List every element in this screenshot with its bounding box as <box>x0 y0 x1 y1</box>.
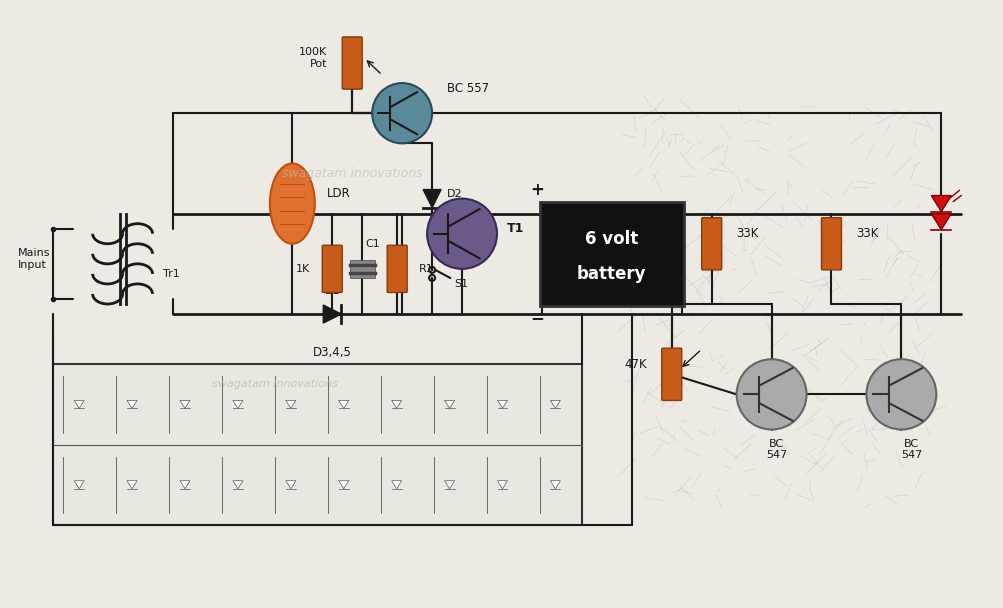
Text: LDR: LDR <box>327 187 351 200</box>
Text: +: + <box>530 181 544 199</box>
FancyBboxPatch shape <box>540 202 683 306</box>
Polygon shape <box>127 401 137 409</box>
Polygon shape <box>931 213 951 230</box>
Polygon shape <box>550 401 560 409</box>
Polygon shape <box>444 401 454 409</box>
Text: BC
547: BC 547 <box>900 439 921 460</box>
Text: D1: D1 <box>324 286 340 296</box>
Text: S1: S1 <box>453 279 467 289</box>
Text: swagatam innovations: swagatam innovations <box>282 167 422 180</box>
Text: swagatam innovations: swagatam innovations <box>213 379 338 389</box>
Text: 100K
Pot: 100K Pot <box>299 47 327 69</box>
FancyBboxPatch shape <box>387 245 407 292</box>
FancyBboxPatch shape <box>322 245 342 292</box>
Text: Tr1: Tr1 <box>162 269 180 279</box>
Text: D3,4,5: D3,4,5 <box>313 346 351 359</box>
Text: D2: D2 <box>446 188 462 199</box>
FancyBboxPatch shape <box>52 364 582 525</box>
Polygon shape <box>74 401 84 409</box>
Polygon shape <box>338 481 348 489</box>
Polygon shape <box>497 401 507 409</box>
Text: T1: T1 <box>507 222 524 235</box>
Circle shape <box>736 359 805 429</box>
Text: 33K: 33K <box>736 227 758 240</box>
Text: 6 volt: 6 volt <box>585 230 638 247</box>
FancyBboxPatch shape <box>820 218 841 270</box>
Text: BC 557: BC 557 <box>446 81 488 95</box>
Polygon shape <box>323 305 341 323</box>
Polygon shape <box>550 481 560 489</box>
Polygon shape <box>391 481 401 489</box>
Text: C1: C1 <box>365 239 379 249</box>
FancyBboxPatch shape <box>701 218 721 270</box>
Text: battery: battery <box>577 265 646 283</box>
FancyBboxPatch shape <box>342 37 362 89</box>
Polygon shape <box>497 481 507 489</box>
FancyBboxPatch shape <box>349 260 374 278</box>
Circle shape <box>866 359 936 429</box>
Text: 1K: 1K <box>296 264 310 274</box>
Polygon shape <box>286 401 296 409</box>
Circle shape <box>426 199 496 269</box>
Polygon shape <box>422 190 440 207</box>
Text: BC
547: BC 547 <box>765 439 786 460</box>
Text: Mains
Input: Mains Input <box>18 248 50 269</box>
Polygon shape <box>286 481 296 489</box>
FancyBboxPatch shape <box>661 348 681 401</box>
Polygon shape <box>233 401 243 409</box>
Polygon shape <box>444 481 454 489</box>
Polygon shape <box>180 401 190 409</box>
Polygon shape <box>180 481 190 489</box>
Text: 33K: 33K <box>856 227 878 240</box>
Text: R1: R1 <box>418 264 433 274</box>
Polygon shape <box>338 401 348 409</box>
Text: −: − <box>530 309 544 327</box>
Polygon shape <box>233 481 243 489</box>
Ellipse shape <box>270 164 315 244</box>
Circle shape <box>372 83 431 143</box>
Polygon shape <box>127 481 137 489</box>
Polygon shape <box>74 481 84 489</box>
Polygon shape <box>391 401 401 409</box>
Polygon shape <box>931 196 951 212</box>
Text: 47K: 47K <box>624 358 646 371</box>
